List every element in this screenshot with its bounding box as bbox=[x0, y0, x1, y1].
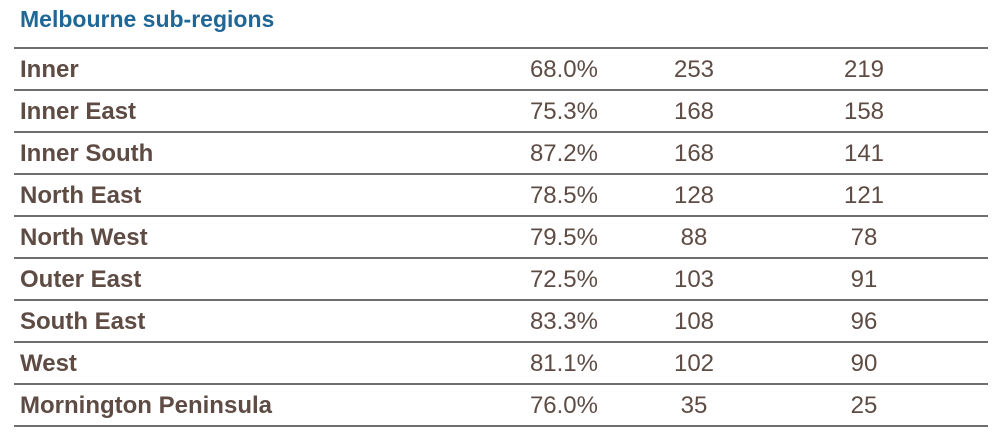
table-row: Inner East 75.3% 168 158 bbox=[14, 91, 988, 133]
table-row: Outer East 72.5% 103 91 bbox=[14, 259, 988, 301]
region-name: West bbox=[20, 350, 77, 377]
region-percentage: 68.0% bbox=[529, 56, 598, 83]
region-percentage: 87.2% bbox=[529, 140, 598, 167]
region-name: South East bbox=[20, 308, 146, 335]
region-value-b: 219 bbox=[843, 56, 885, 83]
table-row: West 81.1% 102 90 bbox=[14, 343, 988, 385]
region-name: Inner bbox=[20, 56, 79, 83]
region-value-b: 91 bbox=[850, 266, 878, 293]
region-percentage: 76.0% bbox=[529, 392, 598, 419]
table-row: Mornington Peninsula 76.0% 35 25 bbox=[14, 385, 988, 427]
sub-regions-table: Inner 68.0% 253 219 Inner East 75.3% 168… bbox=[14, 47, 988, 427]
table-row: Inner South 87.2% 168 141 bbox=[14, 133, 988, 175]
table-title: Melbourne sub-regions bbox=[20, 6, 275, 32]
region-value-b: 158 bbox=[843, 98, 885, 125]
region-value-b: 78 bbox=[850, 224, 878, 251]
region-percentage: 78.5% bbox=[529, 182, 598, 209]
region-value-a: 102 bbox=[673, 350, 715, 377]
region-value-a: 168 bbox=[673, 140, 715, 167]
region-value-a: 103 bbox=[673, 266, 715, 293]
region-value-b: 96 bbox=[850, 308, 878, 335]
table-row: South East 83.3% 108 96 bbox=[14, 301, 988, 343]
region-value-a: 35 bbox=[680, 392, 708, 419]
region-name: Outer East bbox=[20, 266, 142, 293]
region-value-a: 253 bbox=[673, 56, 715, 83]
region-percentage: 83.3% bbox=[529, 308, 598, 335]
region-percentage: 75.3% bbox=[529, 98, 598, 125]
region-value-a: 168 bbox=[673, 98, 715, 125]
region-percentage: 79.5% bbox=[529, 224, 598, 251]
region-value-b: 25 bbox=[850, 392, 878, 419]
region-name: Mornington Peninsula bbox=[20, 392, 272, 419]
region-percentage: 72.5% bbox=[529, 266, 598, 293]
region-value-b: 141 bbox=[843, 140, 885, 167]
region-value-a: 88 bbox=[680, 224, 708, 251]
region-name: North West bbox=[20, 224, 148, 251]
region-name: Inner East bbox=[20, 98, 137, 125]
region-percentage: 81.1% bbox=[529, 350, 598, 377]
region-value-a: 128 bbox=[673, 182, 715, 209]
region-value-b: 121 bbox=[843, 182, 885, 209]
region-name: North East bbox=[20, 182, 142, 209]
region-name: Inner South bbox=[20, 140, 154, 167]
table-row: North East 78.5% 128 121 bbox=[14, 175, 988, 217]
region-value-a: 108 bbox=[673, 308, 715, 335]
region-value-b: 90 bbox=[850, 350, 878, 377]
table-row: Inner 68.0% 253 219 bbox=[14, 49, 988, 91]
table-row: North West 79.5% 88 78 bbox=[14, 217, 988, 259]
